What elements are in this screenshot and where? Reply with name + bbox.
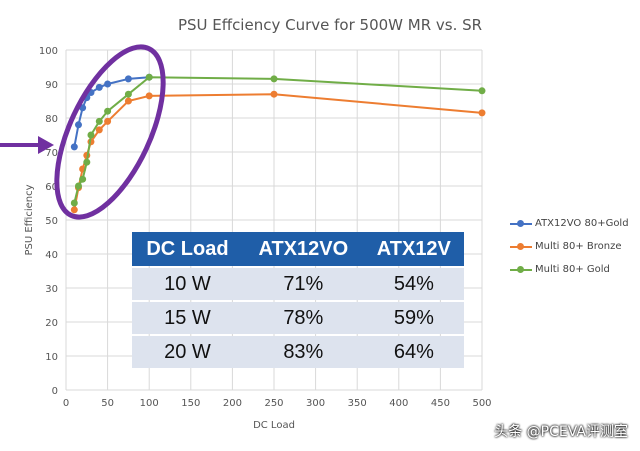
- x-tick-label: 150: [181, 398, 200, 409]
- watermark: 头条 @PCEVA评测室: [494, 424, 628, 440]
- header-cell: DC Load: [132, 232, 243, 266]
- x-tick-label: 200: [223, 398, 242, 409]
- data-point: [79, 175, 87, 183]
- y-tick-label: 70: [45, 148, 58, 159]
- legend-label: Multi 80+ Gold: [535, 264, 610, 275]
- data-point: [70, 199, 78, 207]
- highlight-ellipse: [54, 44, 166, 220]
- x-tick-label: 0: [63, 398, 69, 409]
- y-tick-label: 30: [45, 284, 58, 295]
- data-point: [270, 90, 278, 98]
- data-point: [104, 117, 112, 125]
- y-tick-label: 40: [45, 250, 58, 261]
- data-point: [124, 97, 132, 105]
- data-point: [124, 90, 132, 98]
- cell: 64%: [363, 336, 464, 368]
- y-tick-label: 80: [45, 114, 58, 125]
- cell: 78%: [242, 302, 364, 334]
- x-tick-label: 250: [264, 398, 283, 409]
- series-line: [73, 76, 483, 204]
- data-point: [74, 182, 82, 190]
- legend-item: Multi 80+ Bronze: [510, 235, 629, 258]
- header-cell: ATX12V: [363, 232, 464, 266]
- legend-item: Multi 80+ Gold: [510, 258, 629, 281]
- y-axis-label: PSU Efficiency: [24, 184, 35, 255]
- data-point: [145, 73, 153, 81]
- data-point: [95, 126, 103, 134]
- table-row: 15 W 78% 59%: [132, 302, 464, 334]
- cell: 59%: [363, 302, 464, 334]
- cell: 10 W: [132, 268, 243, 300]
- data-point: [124, 75, 132, 83]
- y-tick-label: 20: [45, 318, 58, 329]
- data-point: [74, 121, 82, 129]
- legend: ATX12VO 80+Gold Multi 80+ Bronze Multi 8…: [510, 212, 629, 281]
- cell: 15 W: [132, 302, 243, 334]
- x-tick-label: 500: [472, 398, 491, 409]
- x-tick-label: 50: [101, 398, 114, 409]
- y-tick-label: 90: [45, 80, 58, 91]
- legend-label: ATX12VO 80+Gold: [535, 218, 629, 229]
- y-tick-label: 10: [45, 352, 58, 363]
- data-point: [95, 83, 103, 91]
- data-point: [70, 206, 78, 214]
- cell: 71%: [242, 268, 364, 300]
- data-point: [95, 117, 103, 125]
- arrow-head: [38, 136, 54, 154]
- table-row: 20 W 83% 64%: [132, 336, 464, 368]
- x-tick-label: 450: [431, 398, 450, 409]
- x-tick-label: 100: [140, 398, 159, 409]
- data-point: [83, 158, 91, 166]
- data-point: [104, 80, 112, 88]
- legend-item: ATX12VO 80+Gold: [510, 212, 629, 235]
- data-point: [145, 92, 153, 100]
- cell: 83%: [242, 336, 364, 368]
- y-tick-label: 60: [45, 182, 58, 193]
- data-point: [478, 109, 486, 117]
- x-tick-label: 400: [389, 398, 408, 409]
- table-header: DC Load ATX12VO ATX12V: [132, 232, 464, 266]
- y-tick-label: 50: [45, 216, 58, 227]
- data-point: [104, 107, 112, 115]
- header-cell: ATX12VO: [242, 232, 364, 266]
- cell: 20 W: [132, 336, 243, 368]
- chart-title: PSU Effciency Curve for 500W MR vs. SR: [178, 16, 482, 34]
- data-point: [87, 131, 95, 139]
- y-tick-label: 0: [52, 386, 58, 397]
- table-row: 10 W 71% 54%: [132, 268, 464, 300]
- x-axis-label: DC Load: [253, 420, 295, 431]
- data-table: DC Load ATX12VO ATX12V 10 W 71% 54% 15 W 78…: [132, 230, 464, 370]
- x-tick-label: 350: [348, 398, 367, 409]
- legend-label: Multi 80+ Bronze: [535, 241, 622, 252]
- cell: 54%: [363, 268, 464, 300]
- data-point: [270, 75, 278, 83]
- x-tick-label: 300: [306, 398, 325, 409]
- data-point: [478, 87, 486, 95]
- data-point: [70, 143, 78, 151]
- y-tick-label: 100: [39, 46, 58, 57]
